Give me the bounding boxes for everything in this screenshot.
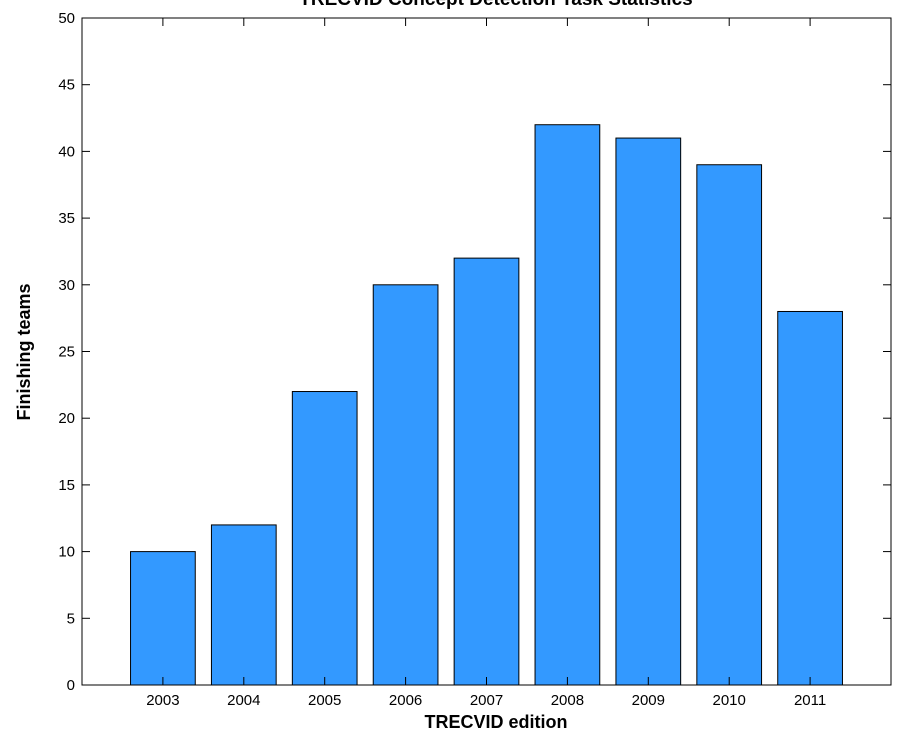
x-axis-label: TRECVID edition: [425, 712, 568, 732]
bar-2003: [130, 551, 196, 686]
x-tick-label-2004: 2004: [227, 692, 260, 709]
y-tick-label-40: 40: [58, 143, 75, 160]
x-tick-label-2011: 2011: [794, 692, 826, 709]
y-tick-label-45: 45: [58, 77, 75, 94]
x-tick-label-2007: 2007: [470, 692, 503, 709]
y-tick-label-0: 0: [67, 677, 75, 694]
y-tick-label-50: 50: [58, 10, 75, 27]
y-tick-label-15: 15: [58, 477, 75, 494]
bar-2008: [534, 124, 601, 686]
bar-2009: [615, 137, 682, 686]
chart-title: TRECVID Concept Detection Task Statistic…: [299, 0, 692, 10]
y-tick-label-5: 5: [67, 610, 75, 627]
y-tick-label-25: 25: [58, 344, 75, 361]
x-tick-label-2006: 2006: [389, 692, 422, 709]
x-tick-label-2009: 2009: [632, 692, 665, 709]
bar-2010: [696, 164, 763, 686]
bar-2007: [453, 257, 520, 686]
x-tick-labels: 2003 2004 2005 2006 2007 2008 2009 2010 2011: [146, 692, 826, 709]
y-tick-label-30: 30: [58, 277, 75, 294]
x-tick-label-2005: 2005: [308, 692, 341, 709]
bar-2011: [777, 310, 843, 686]
y-tick-labels: 0 5 10 15 20 25 30 35 40 45 50: [58, 10, 75, 694]
x-tick-label-2010: 2010: [713, 692, 746, 709]
y-axis-label: Finishing teams: [14, 283, 34, 420]
bars-layer: [130, 124, 843, 686]
y-tick-label-10: 10: [58, 544, 75, 561]
ticks-layer: [82, 17, 891, 686]
bar-2004: [210, 524, 277, 686]
x-tick-label-2003: 2003: [146, 692, 179, 709]
y-tick-label-35: 35: [58, 210, 75, 227]
bar-2005: [291, 391, 358, 686]
y-tick-label-20: 20: [58, 410, 75, 427]
x-tick-label-2008: 2008: [551, 692, 584, 709]
bar-2006: [372, 284, 439, 686]
